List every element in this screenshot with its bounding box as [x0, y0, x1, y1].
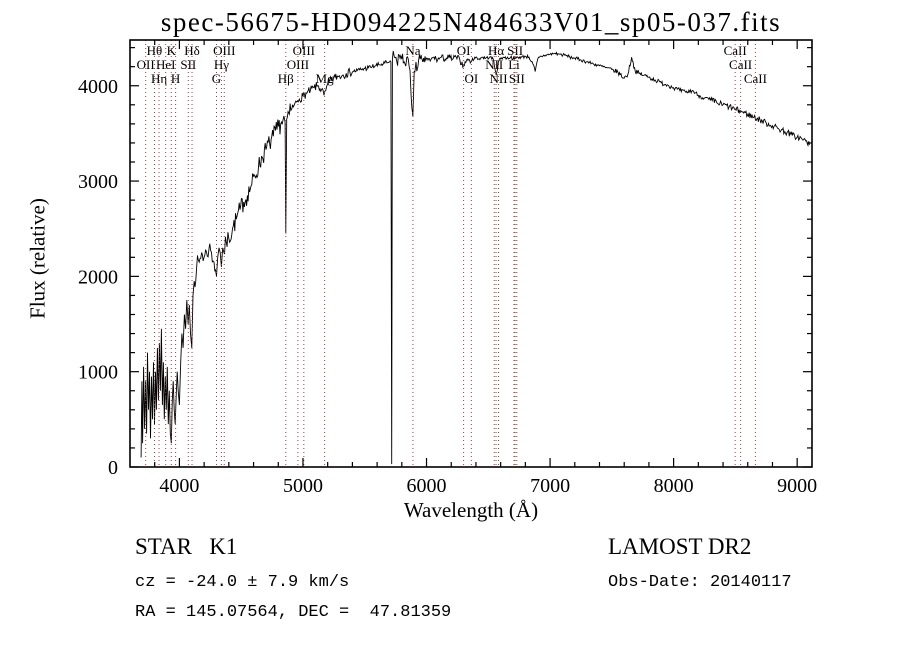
line-label: H: [171, 71, 180, 86]
line-label: CaII: [744, 71, 767, 86]
x-tick-label: 9000: [777, 475, 817, 497]
plot-frame: [129, 39, 813, 468]
x-axis-label: Wavelength (Å): [403, 498, 539, 522]
line-label: Hδ: [184, 43, 200, 58]
survey-label: LAMOST DR2: [608, 534, 752, 559]
obs-date: Obs-Date: 20140117: [608, 573, 792, 592]
line-label: Hη: [151, 71, 167, 86]
cz-value: cz = -24.0 ± 7.9 km/s: [135, 573, 350, 592]
line-label: OII: [137, 57, 155, 72]
spectrum-trace: [140, 50, 810, 465]
line-label: OIII: [213, 43, 235, 58]
spectrum-trace-group: [140, 50, 810, 465]
line-label: G: [212, 71, 221, 86]
y-tick-label: 0: [108, 457, 118, 479]
line-label: NII: [485, 57, 503, 72]
line-label: CaII: [729, 57, 752, 72]
line-label: SII: [507, 43, 523, 58]
y-tick-label: 2000: [78, 266, 118, 288]
y-tick-label: 1000: [78, 362, 118, 384]
line-label: Mg: [316, 71, 335, 86]
line-label: Hθ: [147, 43, 163, 58]
y-tick-label: 4000: [78, 76, 118, 98]
line-label: Na: [405, 43, 420, 58]
line-label: Hβ: [278, 71, 294, 86]
line-label: OI: [457, 43, 471, 58]
object-class-label: STAR K1: [135, 534, 238, 559]
x-tick-label: 8000: [654, 475, 694, 497]
line-label: NII: [490, 71, 508, 86]
line-label: K: [167, 43, 177, 58]
line-label: Li: [508, 57, 520, 72]
line-label: OI: [465, 71, 479, 86]
line-label: SII: [509, 71, 525, 86]
ra-dec-value: RA = 145.07564, DEC = 47.81359: [135, 603, 452, 622]
x-tick-label: 5000: [283, 475, 323, 497]
line-label: OIII: [287, 57, 309, 72]
line-label: SII: [180, 57, 196, 72]
line-label: Hγ: [214, 57, 229, 72]
axes: 4000 5000 6000 7000 8000 9000 0 1000 2000 3000 400…: [78, 39, 817, 497]
chart-title: spec-56675-HD094225N484633V01_sp05-037.f…: [160, 7, 782, 37]
x-tick-label: 7000: [530, 475, 570, 497]
line-label: OIII: [293, 43, 315, 58]
line-label: HeI: [156, 57, 176, 72]
x-tick-label: 4000: [159, 475, 199, 497]
line-label: CaII: [724, 43, 747, 58]
y-axis-label: Flux (relative): [25, 198, 50, 319]
y-tick-label: 3000: [78, 171, 118, 193]
line-label: Hα: [488, 43, 504, 58]
x-tick-label: 6000: [407, 475, 447, 497]
